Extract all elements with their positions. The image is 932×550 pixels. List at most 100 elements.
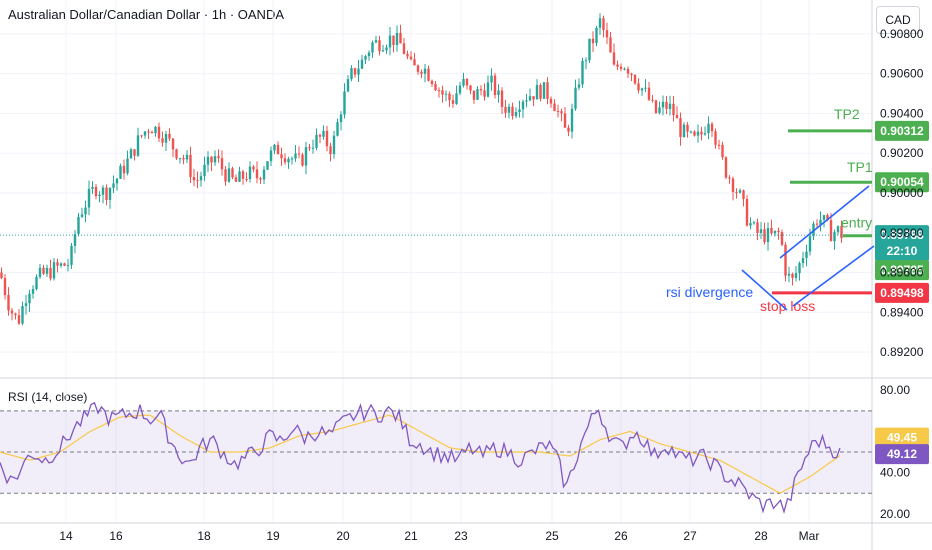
candle-body: [119, 165, 122, 179]
rsi-ma-tag: 49.45: [887, 431, 917, 445]
candle-body: [577, 84, 581, 88]
candle-body: [696, 131, 700, 136]
candle-body: [273, 144, 276, 151]
candle-body: [518, 109, 521, 113]
tp1-tag-bg: [875, 172, 929, 193]
candle-body: [497, 90, 500, 96]
candle-body: [374, 40, 378, 43]
channel-upper-line: [779, 185, 870, 259]
candle-body: [7, 295, 10, 311]
candle-body: [759, 229, 763, 233]
candle-body: [84, 207, 87, 215]
candle-body: [490, 75, 493, 83]
candle-body: [283, 158, 287, 163]
candle-body: [91, 186, 94, 189]
time-tick-label: 25: [545, 529, 559, 543]
last-price-tag: 0.89788: [880, 228, 924, 242]
time-tick-label: 20: [336, 529, 350, 543]
candle-body: [504, 107, 507, 113]
candle-body: [787, 273, 791, 276]
currency-button[interactable]: CAD: [876, 6, 920, 34]
candle-body: [98, 194, 101, 197]
candle-body: [388, 35, 392, 48]
candle-body: [693, 131, 696, 136]
candle-body: [213, 156, 217, 163]
candle-body: [528, 96, 532, 101]
candle-body: [819, 219, 822, 225]
candle-body: [315, 134, 318, 148]
candle-body: [360, 59, 364, 69]
candle-body: [392, 35, 395, 45]
last-price-tag-bg: [875, 225, 929, 262]
candle-body: [224, 169, 227, 182]
candle-body: [381, 50, 385, 52]
candle-body: [115, 178, 119, 184]
rsi-value-tag: 49.12: [887, 447, 917, 461]
candle-body: [220, 158, 224, 170]
candle-body: [136, 135, 140, 156]
candle-body: [462, 78, 465, 86]
candle-body: [448, 93, 451, 101]
candle-body: [308, 147, 311, 149]
candle-body: [675, 115, 679, 119]
candle-body: [658, 107, 661, 113]
candle-body: [122, 165, 126, 174]
candle-body: [563, 113, 567, 128]
time-tick-label: 14: [59, 529, 73, 543]
candle-body: [822, 215, 826, 220]
candle-body: [749, 223, 752, 226]
candle-body: [735, 191, 738, 193]
tp1-tag: 0.90054: [880, 175, 924, 189]
candle-body: [241, 171, 245, 179]
candle-body: [343, 91, 346, 115]
candle-body: [357, 68, 360, 75]
candle-body: [829, 220, 833, 242]
candle-body: [301, 154, 304, 166]
candle-body: [815, 223, 819, 225]
candle-body: [168, 133, 171, 139]
price-tick-label: 0.90800: [880, 27, 924, 41]
countdown-tag: 22:10: [887, 244, 918, 258]
candle-body: [262, 169, 266, 180]
candle-body: [476, 89, 479, 100]
time-tick-label: 16: [109, 529, 123, 543]
candle-body: [672, 103, 675, 116]
candle-body: [808, 236, 812, 252]
candle-body: [164, 133, 168, 143]
candle-body: [707, 123, 710, 134]
candle-body: [70, 245, 73, 265]
time-tick-label: 26: [614, 529, 628, 543]
price-tick-label: 0.90400: [880, 106, 924, 120]
candle-body: [259, 178, 262, 180]
candle-body: [304, 147, 308, 166]
rsi-value-tag-bg: [875, 444, 929, 465]
candle-body: [63, 263, 66, 266]
candle-body: [14, 313, 17, 316]
candle-body: [248, 166, 252, 180]
tp1-label: TP1: [847, 159, 873, 175]
candle-body: [38, 267, 42, 277]
candle-body: [574, 87, 577, 109]
candle-body: [770, 228, 773, 234]
tp2-tag-bg: [875, 120, 929, 141]
candle-body: [280, 154, 283, 159]
candle-body: [66, 264, 70, 266]
time-tick-label: 21: [404, 529, 418, 543]
candle-body: [710, 123, 714, 132]
candle-body: [703, 133, 707, 135]
candle-body: [833, 232, 836, 242]
candle-body: [469, 85, 472, 91]
candle-body: [567, 127, 570, 132]
candle-body: [588, 38, 591, 61]
candle-body: [108, 187, 112, 200]
rsi-ma-line: [0, 414, 841, 494]
candle-body: [532, 96, 535, 100]
candle-body: [535, 84, 539, 100]
price-tick-label: 0.90600: [880, 67, 924, 81]
candle-body: [266, 161, 269, 170]
candle-body: [721, 144, 724, 158]
candle-body: [455, 93, 458, 104]
candle-body: [500, 90, 504, 108]
rsi-title: RSI (14, close): [8, 390, 88, 404]
